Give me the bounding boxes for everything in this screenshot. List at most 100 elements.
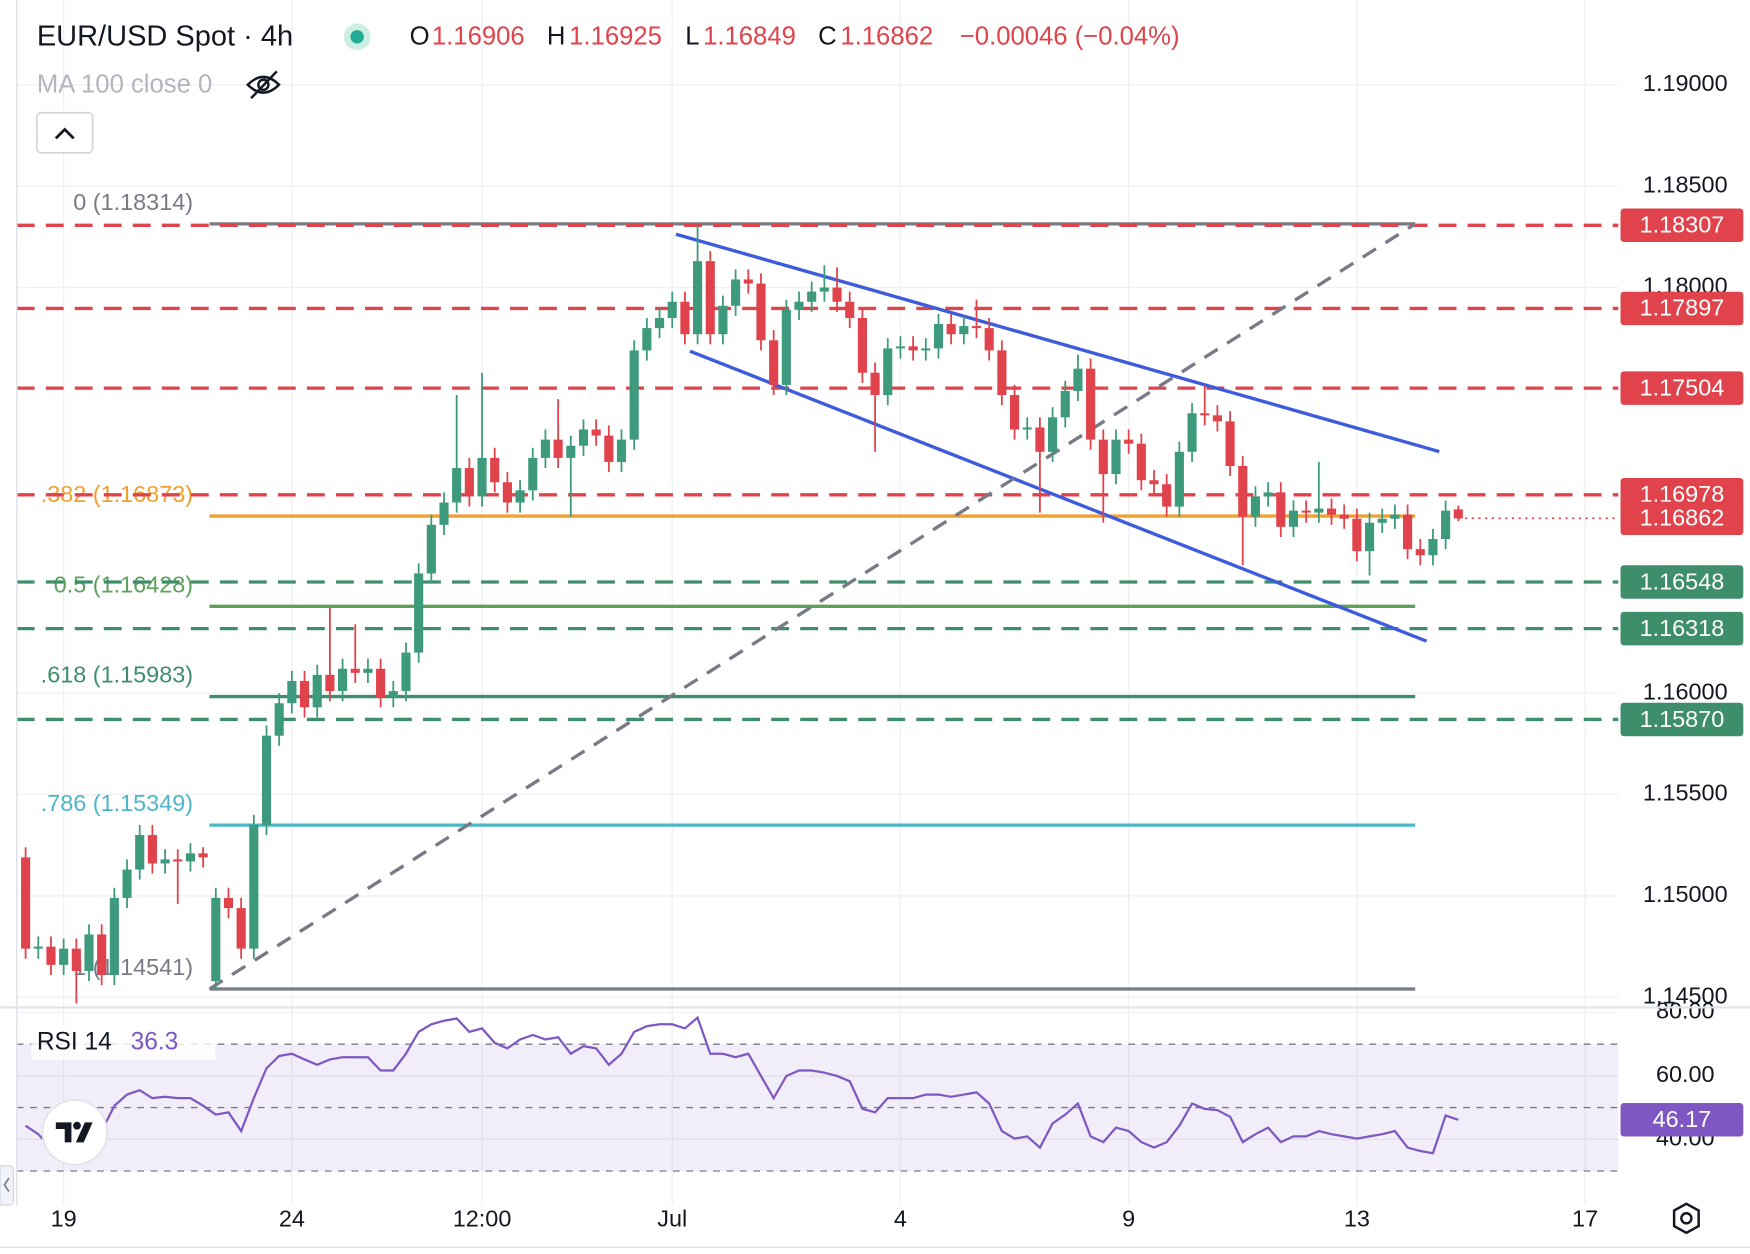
- ohlc-label: O: [410, 23, 430, 51]
- rsi-tick-label: 60.00: [1656, 1061, 1715, 1087]
- rsi-last-text: 46.17: [1653, 1106, 1712, 1132]
- candle-body: [1225, 421, 1235, 467]
- candle-body: [616, 439, 627, 462]
- x-tick-label: 4: [894, 1206, 907, 1232]
- candle-body: [338, 668, 348, 692]
- candle-body: [743, 279, 753, 284]
- price-change: −0.00046 (−0.04%): [960, 23, 1180, 51]
- grid: [16, 0, 1619, 1205]
- level-label-box: [1620, 291, 1744, 326]
- level-label-text: 1.18307: [1640, 212, 1725, 238]
- candle-body: [135, 835, 145, 870]
- candle-body: [223, 897, 234, 909]
- fib-label: 0 (1.18314): [73, 189, 193, 215]
- candle-body: [1428, 539, 1438, 556]
- ohlc-label: C: [818, 23, 837, 51]
- tradingview-logo[interactable]: [41, 1099, 108, 1166]
- rsi-legend-bg: [31, 1024, 216, 1060]
- symbol-title: EUR/USD Spot · 4h: [37, 21, 293, 53]
- candle-body: [401, 652, 411, 692]
- candle-body: [502, 482, 512, 503]
- candle-body: [236, 908, 246, 949]
- x-tick-label: 24: [279, 1206, 305, 1232]
- candle-body: [477, 457, 487, 497]
- fib-label: .786 (1.15349): [41, 790, 193, 816]
- level-label-text: 1.17897: [1640, 295, 1725, 321]
- candle-body: [1250, 496, 1261, 517]
- candle-body: [1377, 518, 1387, 523]
- candle-body: [1441, 510, 1451, 540]
- candle-body: [185, 853, 195, 862]
- candle-body: [1073, 368, 1083, 391]
- candle-body: [1352, 518, 1362, 552]
- candle-body: [464, 468, 474, 497]
- candle-body: [578, 429, 589, 446]
- ohlc-value: 1.16925: [569, 23, 662, 51]
- collapse-button[interactable]: [35, 111, 94, 154]
- ohlc-value: 1.16849: [703, 23, 796, 51]
- candle-body: [1301, 510, 1311, 513]
- candle-body: [1098, 439, 1108, 475]
- settings-icon[interactable]: [1672, 1202, 1700, 1235]
- candle-body: [629, 350, 639, 440]
- y-tick-label: 1.19000: [1643, 70, 1728, 96]
- ohlc-label: H: [547, 23, 566, 51]
- candle-body: [249, 824, 259, 949]
- ohlc-value: 1.16906: [432, 23, 525, 51]
- candle-body: [540, 439, 551, 458]
- candle-body: [832, 287, 842, 302]
- candle-body: [1035, 427, 1045, 452]
- candle-body: [426, 524, 436, 574]
- candle-body: [566, 445, 576, 458]
- candle-body: [604, 435, 614, 462]
- candle-body: [819, 287, 829, 292]
- candle-body: [173, 859, 183, 862]
- marks: [21, 224, 1463, 1160]
- candle-body: [97, 934, 107, 975]
- candle-body: [1263, 492, 1273, 497]
- candle-body: [1238, 466, 1248, 517]
- y-tick-label: 1.15000: [1643, 881, 1728, 907]
- side-handle[interactable]: [0, 1165, 14, 1206]
- candle-body: [1149, 480, 1159, 485]
- candle-body: [1174, 451, 1184, 507]
- level-label-box: [1620, 208, 1744, 243]
- candle-body: [959, 326, 969, 335]
- candle-body: [350, 668, 360, 673]
- candle-body: [46, 946, 56, 965]
- fib-label: 0.5 (1.16428): [54, 571, 193, 597]
- candle-body: [1339, 514, 1349, 519]
- rsi-value: 36.3: [131, 1029, 179, 1056]
- level-label-text: 1.16548: [1640, 568, 1725, 594]
- candle-body: [794, 301, 804, 310]
- candle-body: [997, 350, 1007, 396]
- ohlc-label: L: [685, 23, 699, 51]
- candle-body: [718, 305, 728, 335]
- candle-body: [756, 283, 766, 341]
- candle-body: [490, 457, 500, 483]
- labels: 19 24 12:00 Jul 4 9 13 171.190001.185001.180001…: [51, 70, 1744, 1232]
- candle-body: [921, 348, 931, 351]
- rsi-tick-label: 80.00: [1656, 998, 1715, 1024]
- level-label-box: [1620, 565, 1744, 599]
- candle-body: [122, 869, 132, 898]
- candle-body: [325, 674, 335, 692]
- candle-body: [414, 573, 424, 653]
- candle-body: [870, 372, 880, 396]
- candle-body: [21, 857, 31, 949]
- candle-body: [388, 691, 398, 698]
- rsi-title: RSI 14: [37, 1029, 112, 1056]
- candle-body: [895, 346, 906, 349]
- candle-body: [274, 703, 284, 736]
- candle-body: [642, 328, 652, 351]
- candle-body: [1364, 522, 1375, 552]
- candle-body: [1403, 514, 1413, 550]
- candle-body: [1212, 415, 1222, 422]
- overlays: 0 (1.18314).382 (1.16873)0.5 (1.16428).6…: [16, 189, 1619, 1172]
- candle-body: [528, 457, 538, 491]
- candle-body: [984, 328, 994, 351]
- level-label-box: [1620, 371, 1744, 405]
- candle-body: [1187, 413, 1197, 452]
- hide-icon[interactable]: [246, 70, 281, 100]
